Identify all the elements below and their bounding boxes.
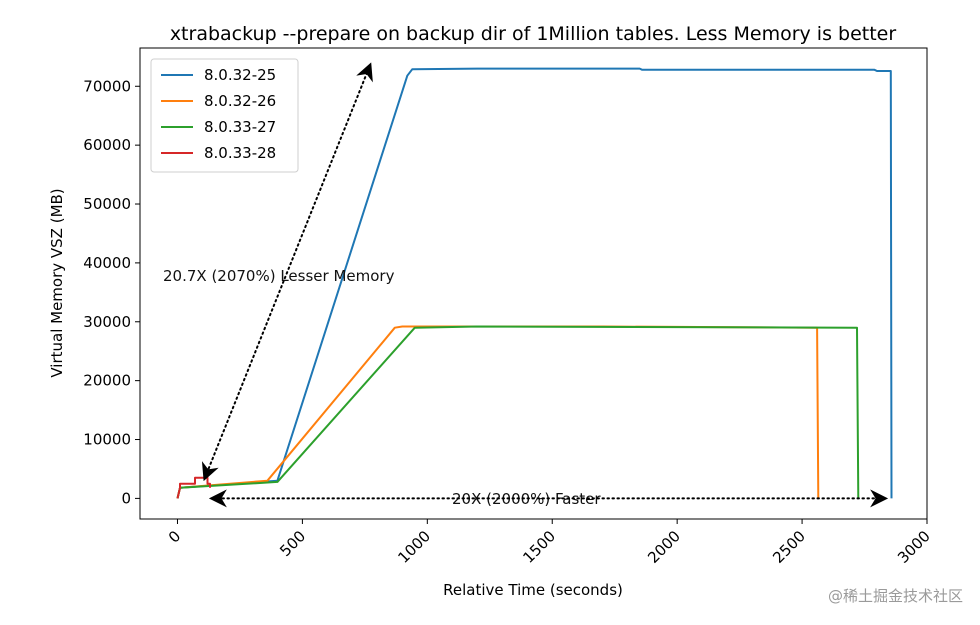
y-tick-label: 30000 bbox=[83, 313, 131, 331]
y-axis-label: Virtual Memory VSZ (MB) bbox=[48, 188, 66, 377]
x-tick-label: 500 bbox=[276, 527, 309, 560]
plot-series bbox=[176, 67, 893, 499]
x-axis: 0 500 1000 1500 2000 2500 3000 bbox=[165, 519, 934, 567]
y-tick-label: 10000 bbox=[83, 431, 131, 449]
x-axis-label: Relative Time (seconds) bbox=[443, 581, 623, 599]
watermark: @稀土掘金技术社区 bbox=[828, 587, 963, 605]
legend-label-3: 8.0.33-27 bbox=[204, 118, 276, 136]
x-tick-label: 2500 bbox=[769, 527, 809, 567]
legend: 8.0.32-25 8.0.32-26 8.0.33-27 8.0.33-28 bbox=[150, 58, 299, 173]
plot-frame bbox=[139, 47, 928, 520]
x-tick-label: 2000 bbox=[644, 527, 684, 567]
y-tick-label: 0 bbox=[121, 489, 131, 507]
series-line-2 bbox=[176, 325, 820, 499]
y-tick-label: 50000 bbox=[83, 195, 131, 213]
legend-box bbox=[150, 58, 299, 173]
x-tick-label: 3000 bbox=[894, 527, 934, 567]
x-tick-label: 0 bbox=[165, 527, 184, 546]
x-tick-label: 1000 bbox=[394, 527, 434, 567]
y-tick-label: 40000 bbox=[83, 254, 131, 272]
legend-label-4: 8.0.33-28 bbox=[204, 144, 276, 162]
legend-label-2: 8.0.32-26 bbox=[204, 92, 276, 110]
y-tick-label: 70000 bbox=[83, 77, 131, 95]
y-tick-label: 60000 bbox=[83, 136, 131, 154]
plot-annotations: 20.7X (2070%) Lesser Memory 20X (2000%) … bbox=[163, 62, 889, 508]
x-tick-label: 1500 bbox=[519, 527, 559, 567]
annotation-memory: 20.7X (2070%) Lesser Memory bbox=[163, 267, 395, 285]
annotation-arrow-1 bbox=[201, 62, 373, 482]
legend-label-1: 8.0.32-25 bbox=[204, 66, 276, 84]
y-tick-label: 20000 bbox=[83, 372, 131, 390]
y-axis: 0 10000 20000 30000 40000 50000 60000 70000 bbox=[83, 77, 140, 507]
chart-title: xtrabackup --prepare on backup dir of 1M… bbox=[170, 23, 897, 45]
series-line-4 bbox=[176, 476, 211, 499]
